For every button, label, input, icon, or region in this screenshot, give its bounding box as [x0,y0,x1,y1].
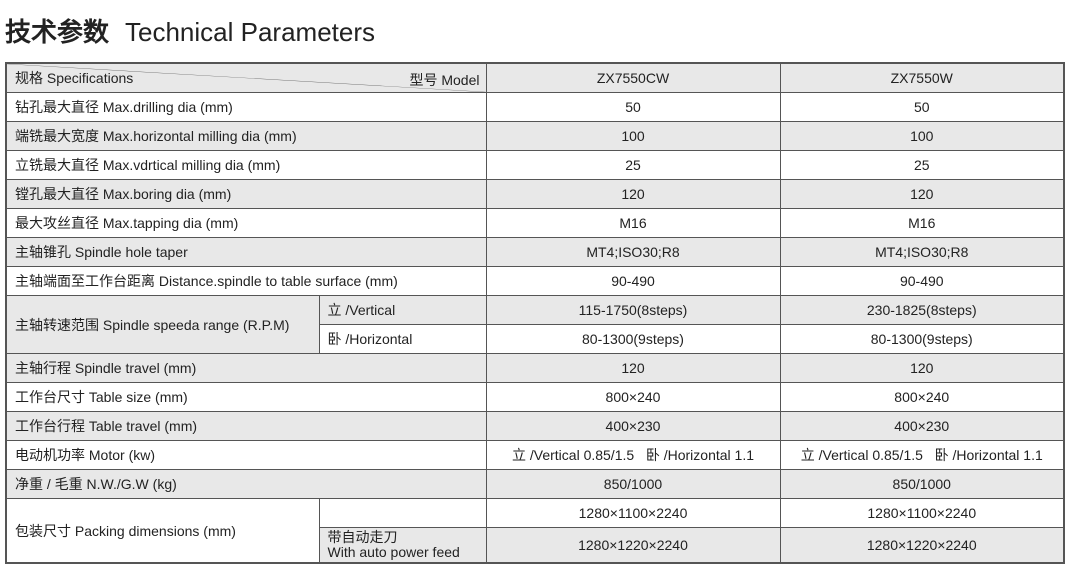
cell: 1280×1100×2240 [779,498,1065,528]
page-title: 技术参数 Technical Parameters [5,14,375,51]
cell: 1280×1220×2240 [779,527,1065,564]
row-label: 电动机功率 Motor (kw) [5,440,487,470]
table-row: 立铣最大直径 Max.vdrtical milling dia (mm) 25 25 [5,150,1065,180]
row-label: 最大攻丝直径 Max.tapping dia (mm) [5,208,487,238]
row-label: 包装尺寸 Packing dimensions (mm) [5,498,320,564]
table-row: 钻孔最大直径 Max.drilling dia (mm) 50 50 [5,92,1065,122]
cell: 50 [779,92,1065,122]
table-row: 工作台尺寸 Table size (mm) 800×240 800×240 [5,382,1065,412]
cell: 50 [485,92,781,122]
row-label: 主轴行程 Spindle travel (mm) [5,353,487,383]
row-label: 工作台尺寸 Table size (mm) [5,382,487,412]
model-1: ZX7550CW [485,62,781,93]
sub-label: 卧 /Horizontal [318,324,487,354]
row-label: 净重 / 毛重 N.W./G.W (kg) [5,469,487,499]
cell: 120 [485,179,781,209]
model-2: ZX7550W [779,62,1065,93]
cell: 80-1300(9steps) [485,324,781,354]
cell: 100 [485,121,781,151]
cell: 25 [485,150,781,180]
cell: 25 [779,150,1065,180]
table-row: 主轴转速范围 Spindle speeda range (R.P.M) 立 /Ve… [5,295,1065,354]
cell: 400×230 [485,411,781,441]
cell: 80-1300(9steps) [779,324,1065,354]
table-row: 镗孔最大直径 Max.boring dia (mm) 120 120 [5,179,1065,209]
sub-label-cn: 带自动走刀 [327,529,398,545]
cell: 230-1825(8steps) [779,295,1065,325]
cell: 1280×1100×2240 [485,498,781,528]
cell: 800×240 [779,382,1065,412]
sub-label: 立 /Vertical [318,295,487,325]
header-model: 型号 Model [409,72,480,88]
title-en: Technical Parameters [125,17,376,47]
title-cn: 技术参数 [5,18,110,48]
header-spec-model-cell: 规格 Specifications 型号 Model [5,62,487,93]
row-label: 主轴锥孔 Spindle hole taper [5,237,487,267]
row-label: 工作台行程 Table travel (mm) [5,411,487,441]
cell: M16 [779,208,1065,238]
table-row: 净重 / 毛重 N.W./G.W (kg) 850/1000 850/1000 [5,469,1065,499]
cell: 立 /Vertical 0.85/1.5 卧 /Horizontal 1.1 [485,440,781,470]
cell: 800×240 [485,382,781,412]
table-row: 主轴锥孔 Spindle hole taper MT4;ISO30;R8 MT4;I… [5,237,1065,267]
row-label: 镗孔最大直径 Max.boring dia (mm) [5,179,487,209]
cell: 120 [485,353,781,383]
table-row: 最大攻丝直径 Max.tapping dia (mm) M16 M16 [5,208,1065,238]
cell: MT4;ISO30;R8 [485,237,781,267]
sub-label-empty [318,498,487,528]
sub-label-en: With auto power feed [327,544,460,560]
row-label: 立铣最大直径 Max.vdrtical milling dia (mm) [5,150,487,180]
cell: 115-1750(8steps) [485,295,781,325]
table-row: 包装尺寸 Packing dimensions (mm) 1280×1100×22… [5,498,1065,564]
cell: M16 [485,208,781,238]
cell: MT4;ISO30;R8 [779,237,1065,267]
cell: 立 /Vertical 0.85/1.5 卧 /Horizontal 1.1 [779,440,1065,470]
table-row: 主轴行程 Spindle travel (mm) 120 120 [5,353,1065,383]
table-row: 电动机功率 Motor (kw) 立 /Vertical 0.85/1.5 卧 /… [5,440,1065,470]
cell: 1280×1220×2240 [485,527,781,564]
cell: 90-490 [779,266,1065,296]
cell: 400×230 [779,411,1065,441]
cell: 120 [779,353,1065,383]
header-spec: 规格 Specifications [15,70,134,86]
header-row: 规格 Specifications 型号 Model ZX7550CW ZX75… [5,62,1065,93]
table-row: 工作台行程 Table travel (mm) 400×230 400×230 [5,411,1065,441]
cell: 100 [779,121,1065,151]
cell: 90-490 [485,266,781,296]
row-label: 钻孔最大直径 Max.drilling dia (mm) [5,92,487,122]
row-label: 主轴端面至工作台距离 Distance.spindle to table sur… [5,266,487,296]
spec-table: 规格 Specifications 型号 Model ZX7550CW ZX75… [5,62,1065,564]
table-row: 主轴端面至工作台距离 Distance.spindle to table sur… [5,266,1065,296]
cell: 850/1000 [779,469,1065,499]
table-row: 端铣最大宽度 Max.horizontal milling dia (mm) 10… [5,121,1065,151]
sub-label: 带自动走刀 With auto power feed [318,527,487,564]
cell: 850/1000 [485,469,781,499]
row-label: 主轴转速范围 Spindle speeda range (R.P.M) [5,295,320,354]
row-label: 端铣最大宽度 Max.horizontal milling dia (mm) [5,121,487,151]
cell: 120 [779,179,1065,209]
